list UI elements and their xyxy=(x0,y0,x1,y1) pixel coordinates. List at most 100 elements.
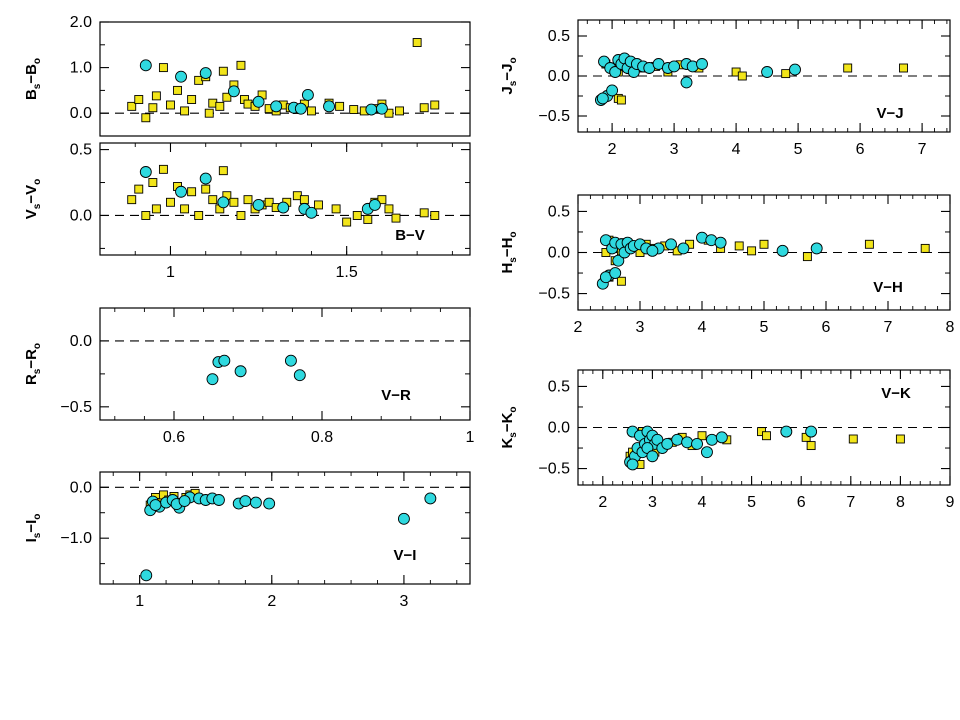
data-point xyxy=(697,431,707,441)
x-tick-label: 3 xyxy=(670,141,679,158)
data-point xyxy=(397,512,410,525)
panel-label: V−H xyxy=(873,279,903,296)
panel-frame xyxy=(99,471,471,585)
series-square xyxy=(601,235,930,286)
y-axis-label: Vs−Vo xyxy=(23,179,43,219)
series-circle xyxy=(596,231,823,290)
data-point xyxy=(236,60,246,70)
panel-label: V−K xyxy=(881,385,911,402)
y-tick-label: 0.0 xyxy=(70,207,92,224)
data-point xyxy=(734,241,744,251)
data-point xyxy=(217,196,230,209)
y-tick-label: −1.0 xyxy=(60,530,92,547)
data-point xyxy=(609,267,622,279)
data-point xyxy=(895,434,905,444)
y-tick-label: −0.5 xyxy=(538,286,570,303)
data-point xyxy=(218,166,228,176)
data-point xyxy=(802,252,812,262)
data-point xyxy=(681,436,694,449)
data-point xyxy=(127,101,137,111)
data-point xyxy=(294,102,307,115)
data-point xyxy=(239,495,252,507)
data-point xyxy=(158,63,168,73)
panel-frame xyxy=(99,142,471,256)
data-point xyxy=(609,66,622,78)
panel-vj: 0.5 0.0 −0.5 2 3 4 5 6 7 Js−Jo V−J xyxy=(499,19,951,158)
x-tick-label: 9 xyxy=(946,494,955,511)
y-tick-label: 0.0 xyxy=(70,333,92,350)
data-point xyxy=(737,71,747,81)
panel-vi: 0.0 −1.0 1 2 3 Is−Io V−I xyxy=(23,471,471,610)
series-circle xyxy=(594,52,801,106)
data-point xyxy=(140,569,153,582)
data-point xyxy=(284,354,297,367)
data-point xyxy=(747,246,757,256)
data-point xyxy=(178,495,191,507)
data-point xyxy=(305,206,318,219)
data-point xyxy=(151,91,161,101)
panel-vh: 0.5 0.0 −0.52 3 4 5 6 7 8 Hs−Ho V−H xyxy=(499,194,955,336)
data-point xyxy=(391,213,401,223)
x-tick-label: 3 xyxy=(399,593,408,610)
y-axis-label: Rs−Ro xyxy=(23,343,43,385)
x-tick-label: 1 xyxy=(135,593,144,610)
y-axis-label: Is−Io xyxy=(23,514,43,543)
data-point xyxy=(665,238,677,251)
data-point xyxy=(158,164,168,174)
data-point xyxy=(596,92,609,105)
data-point xyxy=(762,431,771,441)
data-point xyxy=(187,187,197,197)
data-point xyxy=(335,101,345,111)
data-point xyxy=(208,195,218,205)
data-point xyxy=(234,365,247,378)
data-point xyxy=(218,354,231,367)
data-point xyxy=(148,178,158,187)
data-point xyxy=(843,63,853,73)
data-point xyxy=(626,458,639,471)
x-tick-label: 6 xyxy=(822,319,831,336)
data-point xyxy=(352,211,362,220)
data-point xyxy=(377,195,387,205)
data-point xyxy=(141,113,151,123)
data-point xyxy=(301,89,314,101)
data-point xyxy=(761,66,774,78)
data-point xyxy=(173,85,182,95)
x-tick-label: 4 xyxy=(698,319,707,336)
data-point xyxy=(236,211,246,220)
panel-label: V−I xyxy=(394,547,417,564)
data-point xyxy=(249,496,262,509)
data-point xyxy=(314,200,323,210)
data-point xyxy=(384,204,394,214)
x-tick-label: 2 xyxy=(267,593,276,610)
series-circle xyxy=(206,354,306,386)
y-tick-label: 0.0 xyxy=(70,105,92,122)
data-point xyxy=(616,276,626,286)
x-tick-label: 8 xyxy=(946,319,955,336)
panel-label: V−J xyxy=(876,105,903,122)
data-point xyxy=(668,60,681,73)
data-point xyxy=(206,373,219,386)
data-point xyxy=(606,84,619,97)
series-circle xyxy=(624,425,818,471)
data-point xyxy=(715,431,728,444)
data-point xyxy=(227,85,240,98)
y-tick-label: 0.0 xyxy=(548,245,570,262)
data-point xyxy=(201,184,211,194)
y-tick-label: 1.0 xyxy=(70,60,92,77)
panel-label: V−R xyxy=(381,387,411,404)
x-tick-label: 7 xyxy=(846,494,855,511)
data-point xyxy=(293,369,306,382)
data-point xyxy=(395,106,404,116)
data-point xyxy=(212,494,225,506)
data-point xyxy=(616,95,626,105)
data-point xyxy=(646,244,659,257)
data-point xyxy=(148,103,158,113)
data-point xyxy=(218,66,228,76)
data-point xyxy=(139,59,152,72)
data-point xyxy=(696,58,708,70)
data-point xyxy=(166,100,175,110)
data-point xyxy=(194,211,204,220)
data-point xyxy=(134,184,144,194)
data-point xyxy=(349,105,359,115)
data-point xyxy=(151,204,161,214)
